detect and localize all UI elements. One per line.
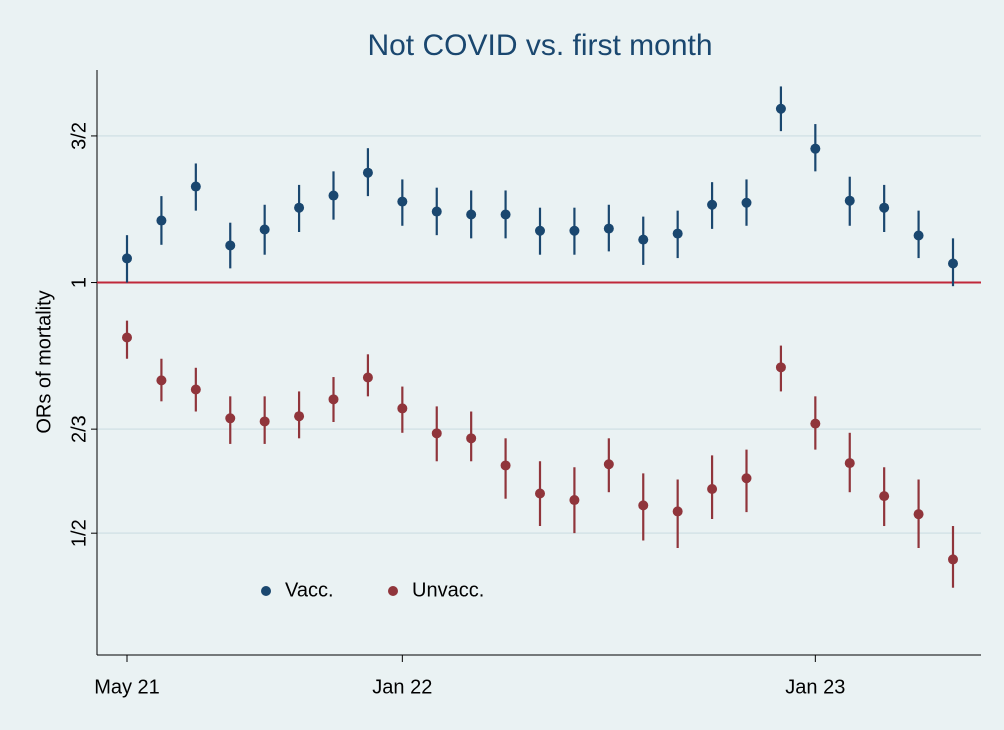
- y-tick-label: 2/3: [68, 415, 90, 443]
- y-tick-label: 1/2: [68, 519, 90, 547]
- point: [879, 491, 890, 502]
- point: [259, 416, 270, 427]
- legend-marker: [261, 586, 271, 596]
- y-axis-label: ORs of mortality: [33, 290, 55, 433]
- point: [672, 228, 683, 239]
- point: [707, 199, 718, 210]
- point: [879, 202, 890, 213]
- legend-label: Unvacc.: [412, 579, 484, 601]
- point: [638, 500, 649, 511]
- point: [362, 372, 373, 383]
- point: [810, 143, 821, 154]
- point: [259, 224, 270, 235]
- point: [190, 384, 201, 395]
- point: [844, 195, 855, 206]
- chart-title: Not COVID vs. first month: [367, 29, 712, 62]
- x-tick-label: Jan 23: [785, 676, 845, 698]
- point: [431, 428, 442, 439]
- point: [328, 190, 339, 201]
- point: [328, 394, 339, 405]
- point: [775, 103, 786, 114]
- point: [569, 495, 580, 506]
- point: [156, 215, 167, 226]
- point: [948, 258, 958, 269]
- point: [500, 209, 511, 220]
- point: [707, 483, 718, 494]
- point: [603, 459, 614, 470]
- point: [431, 206, 442, 217]
- point: [225, 413, 236, 424]
- point: [156, 375, 167, 386]
- point: [294, 202, 305, 213]
- point: [913, 509, 924, 520]
- point: [362, 167, 373, 178]
- point: [294, 411, 305, 422]
- point: [122, 253, 132, 264]
- point: [913, 230, 924, 241]
- point: [225, 240, 236, 251]
- point: [775, 362, 786, 373]
- y-tick-label: 1: [68, 277, 90, 288]
- point: [569, 225, 580, 236]
- point: [500, 460, 511, 471]
- legend-marker: [388, 586, 398, 596]
- point: [638, 234, 649, 245]
- point: [672, 506, 683, 517]
- point: [466, 209, 477, 220]
- legend-label: Vacc.: [285, 579, 334, 601]
- point: [190, 181, 201, 192]
- point: [535, 225, 545, 236]
- point: [844, 458, 855, 469]
- point: [741, 197, 752, 208]
- x-tick-label: May 21: [94, 676, 160, 698]
- point: [397, 196, 408, 207]
- point: [603, 223, 614, 234]
- point: [397, 403, 408, 414]
- point: [122, 332, 132, 343]
- point: [466, 433, 477, 444]
- y-tick-label: 3/2: [68, 122, 90, 150]
- x-tick-label: Jan 22: [372, 676, 432, 698]
- point: [741, 473, 752, 484]
- point: [948, 554, 958, 565]
- point: [535, 488, 545, 499]
- point: [810, 418, 821, 429]
